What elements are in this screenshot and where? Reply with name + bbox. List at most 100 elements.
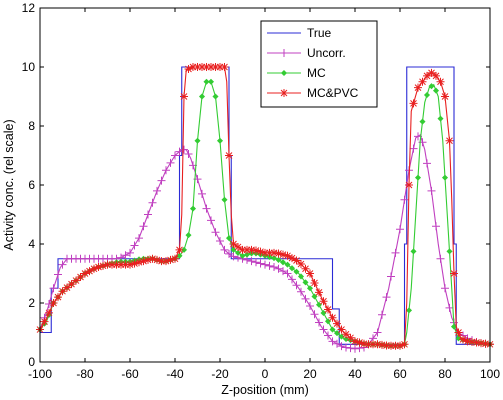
data-point-mc-pvc — [90, 264, 98, 273]
data-point-uncorr — [144, 210, 152, 219]
legend-label: True — [307, 26, 332, 40]
data-point-mc-pvc — [373, 340, 382, 349]
data-point-mc-pvc — [477, 339, 485, 348]
data-point-uncorr — [139, 222, 148, 231]
data-point-mc — [176, 252, 183, 259]
data-point-mc — [311, 293, 318, 300]
data-point-uncorr — [319, 325, 328, 334]
data-point-mc-pvc — [382, 341, 391, 350]
data-point-mc-pvc — [202, 63, 211, 71]
data-point-mc — [437, 115, 444, 122]
data-point-uncorr — [279, 267, 287, 276]
data-point-mc-pvc — [54, 293, 62, 302]
data-point-mc-pvc — [238, 245, 247, 254]
legend-label: MC&PVC — [307, 86, 359, 100]
data-point-mc-pvc — [472, 338, 481, 347]
x-tick-label: 100 — [480, 367, 500, 381]
data-point-mc-pvc — [58, 287, 67, 296]
data-point-uncorr — [387, 272, 395, 281]
data-point-mc — [338, 333, 345, 340]
data-point-mc — [306, 285, 314, 292]
data-point-mc-pvc — [396, 341, 404, 350]
y-axis: 0 2 4 6 8 10 12 — [22, 1, 490, 369]
data-point-mc-pvc — [400, 340, 409, 349]
data-point-mc-pvc — [364, 340, 373, 349]
data-point-mc-pvc — [198, 63, 206, 71]
data-point-uncorr — [211, 228, 220, 237]
data-point-mc — [221, 196, 228, 203]
data-point-uncorr — [126, 248, 134, 257]
data-point-uncorr — [49, 284, 58, 293]
data-point-mc-pvc — [229, 240, 238, 248]
x-tick-label: -60 — [121, 367, 139, 381]
data-point-uncorr — [220, 245, 229, 254]
data-point-mc-pvc — [184, 64, 193, 73]
data-point-mc — [428, 83, 435, 90]
data-point-mc-pvc — [135, 258, 143, 267]
y-tick-label: 12 — [22, 1, 36, 15]
data-point-mc — [270, 255, 278, 262]
x-axis-label: Z-position (mm) — [221, 383, 309, 397]
data-point-mc-pvc — [117, 260, 125, 269]
data-point-mc — [180, 246, 188, 253]
data-point-mc-pvc — [292, 256, 301, 265]
data-point-mc-pvc — [157, 257, 166, 266]
data-point-uncorr — [252, 258, 260, 267]
data-point-mc-pvc — [247, 245, 256, 254]
data-point-mc-pvc — [405, 181, 413, 189]
data-point-uncorr — [432, 222, 440, 231]
data-point-mc-pvc — [63, 283, 71, 292]
data-point-uncorr — [400, 195, 409, 204]
data-point-mc — [414, 174, 422, 181]
data-point-uncorr — [54, 270, 62, 279]
legend-marker — [280, 69, 288, 77]
data-point-mc-pvc — [234, 242, 242, 251]
series-uncorr — [36, 132, 494, 353]
data-point-mc-pvc — [67, 280, 76, 289]
data-point-uncorr — [261, 260, 269, 269]
data-point-uncorr — [351, 344, 359, 353]
data-point-uncorr — [171, 151, 179, 160]
data-point-mc — [302, 279, 309, 286]
data-point-mc-pvc — [463, 337, 472, 346]
data-point-mc — [405, 307, 413, 314]
data-point-mc-pvc — [360, 339, 368, 348]
data-point-uncorr — [270, 263, 278, 272]
data-point-uncorr — [306, 301, 314, 310]
x-axis: -100 -80 -60 -40 -20 0 20 40 60 80 100 — [28, 8, 500, 381]
x-tick-label: 80 — [438, 367, 452, 381]
data-point-mc-pvc — [252, 246, 260, 255]
data-point-uncorr — [121, 251, 130, 260]
data-point-mc-pvc — [81, 269, 89, 278]
data-point-uncorr — [288, 275, 296, 284]
data-point-mc-pvc — [243, 245, 251, 254]
data-point-uncorr — [292, 281, 301, 290]
data-point-mc-pvc — [162, 257, 170, 266]
data-point-mc-pvc — [265, 248, 274, 257]
x-tick-label: -40 — [166, 367, 184, 381]
x-tick-label: 0 — [262, 367, 269, 381]
data-point-mc — [266, 253, 273, 261]
data-point-uncorr — [396, 225, 404, 234]
data-point-uncorr — [391, 248, 400, 257]
data-point-mc-pvc — [256, 247, 265, 256]
x-tick-label: 60 — [393, 367, 407, 381]
data-point-uncorr — [130, 241, 139, 250]
data-point-mc-pvc — [40, 317, 49, 326]
data-point-mc — [419, 118, 426, 125]
legend-marker — [280, 89, 288, 97]
data-point-mc — [284, 261, 291, 268]
data-point-uncorr — [180, 145, 188, 154]
data-point-uncorr — [198, 189, 206, 198]
data-point-mc-pvc — [85, 267, 94, 276]
data-point-mc-pvc — [315, 288, 323, 297]
data-point-uncorr — [157, 176, 166, 185]
data-point-mc-pvc — [126, 260, 134, 269]
data-point-uncorr — [346, 344, 355, 353]
x-tick-label: -20 — [211, 367, 229, 381]
data-point-mc-pvc — [414, 83, 422, 92]
data-point-mc — [441, 174, 449, 181]
data-point-mc-pvc — [274, 249, 283, 258]
data-point-mc — [243, 251, 251, 258]
x-tick-label: 20 — [303, 367, 317, 381]
